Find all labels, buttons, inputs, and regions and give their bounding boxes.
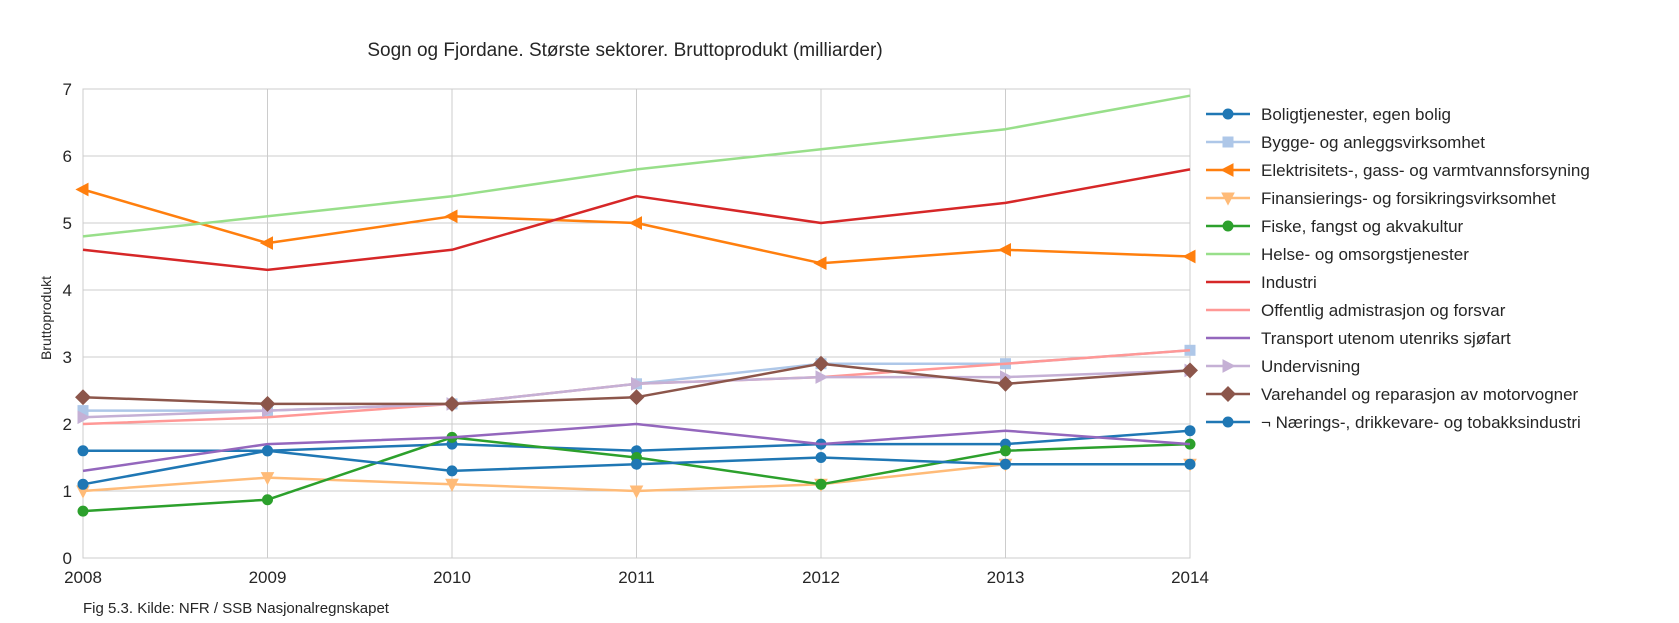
legend-entry: Undervisning [1206, 357, 1360, 376]
data-point [997, 375, 1014, 392]
series-11 [75, 355, 1198, 412]
series-7 [82, 168, 1191, 272]
data-point [262, 445, 273, 457]
plot-frame [82, 88, 1191, 559]
data-point [1222, 136, 1234, 148]
legend-label: Elektrisitets-, gass- og varmtvannsforsy… [1261, 161, 1590, 180]
legend-label: Fiske, fangst og akvakultur [1261, 217, 1464, 236]
data-point [77, 478, 89, 490]
chart-title: Sogn og Fjordane. Største sektorer. Brut… [367, 40, 882, 61]
series-12 [77, 445, 1196, 490]
y-tick-label: 4 [63, 281, 72, 300]
legend-entry: Helse- og omsorgstjenester [1206, 245, 1469, 264]
data-point [629, 485, 644, 499]
data-point [1222, 108, 1234, 120]
legend-entry: ¬ Nærings-, drikkevare- og tobakksindust… [1206, 413, 1581, 432]
y-tick-label: 3 [63, 348, 72, 367]
x-tick-label: 2014 [1171, 568, 1209, 587]
data-point [445, 478, 459, 492]
x-tick-label: 2012 [802, 568, 840, 587]
legend-entry: Boligtjenester, egen bolig [1206, 105, 1451, 124]
x-tick-label: 2009 [249, 568, 287, 587]
series-3 [75, 182, 1196, 271]
data-point [1000, 458, 1011, 470]
data-point [815, 370, 829, 384]
series-5 [77, 431, 1196, 517]
x-tick-label: 2013 [987, 568, 1025, 587]
legend-entry: Finansierings- og forsikringsvirksomhet [1206, 189, 1556, 208]
data-point [77, 505, 89, 517]
legend-label: Industri [1261, 273, 1317, 292]
data-point [631, 376, 645, 391]
legend-entry: Industri [1206, 273, 1317, 292]
data-point [444, 395, 460, 412]
y-tick-label: 6 [63, 147, 72, 166]
legend-entry: Varehandel og reparasjon av motorvogner [1206, 385, 1579, 404]
series-line [82, 422, 1191, 473]
data-point [75, 182, 89, 197]
legend-label: Helse- og omsorgstjenester [1261, 245, 1469, 264]
legend-label: ¬ Nærings-, drikkevare- og tobakksindust… [1261, 413, 1581, 432]
data-point [813, 256, 827, 271]
legend-entry: Elektrisitets-, gass- og varmtvannsforsy… [1206, 161, 1590, 180]
data-point [75, 389, 91, 406]
data-point [259, 236, 273, 250]
legend-entry: Fiske, fangst og akvakultur [1206, 217, 1464, 236]
data-point [1000, 445, 1011, 457]
legend-entry: Transport utenom utenriks sjøfart [1206, 329, 1511, 348]
data-point [628, 216, 642, 230]
series-line [82, 168, 1191, 272]
data-point [1182, 362, 1198, 379]
x-tick-label: 2011 [618, 568, 655, 587]
data-point [1222, 359, 1236, 373]
series-line [82, 94, 1191, 238]
y-axis-label: Bruttoprodukt [38, 276, 54, 360]
y-tick-label: 5 [63, 214, 72, 233]
data-point [77, 410, 91, 425]
data-point [997, 242, 1011, 257]
series-6 [82, 94, 1191, 238]
data-point [262, 494, 273, 506]
data-point [444, 209, 458, 224]
data-point [815, 478, 827, 490]
x-tick-label: 2008 [64, 568, 102, 587]
legend-label: Offentlig admistrasjon og forsvar [1261, 301, 1506, 320]
data-point [446, 465, 458, 477]
series-9 [82, 422, 1191, 473]
legend-entry: Bygge- og anleggsvirksomhet [1206, 133, 1485, 152]
y-tick-label: 2 [63, 415, 72, 434]
data-point [77, 445, 89, 457]
data-point [259, 395, 276, 412]
data-point [1222, 220, 1234, 232]
data-point [1220, 163, 1234, 177]
figure-caption: Fig 5.3. Kilde: NFR / SSB Nasjonalregnsk… [83, 600, 390, 617]
legend-label: Finansierings- og forsikringsvirksomhet [1261, 189, 1556, 208]
data-point [631, 458, 642, 470]
legend-entry: Offentlig admistrasjon og forsvar [1206, 301, 1506, 320]
data-point [813, 355, 829, 372]
legend-label: Boligtjenester, egen bolig [1261, 105, 1451, 124]
y-tick-label: 1 [63, 482, 72, 501]
y-tick-label: 0 [63, 549, 72, 568]
legend: Boligtjenester, egen bolig Bygge- og anle… [1206, 105, 1590, 432]
data-point [628, 389, 645, 406]
data-point [1182, 249, 1196, 264]
data-point [1220, 386, 1236, 402]
legend-label: Undervisning [1261, 357, 1360, 376]
data-point [1184, 425, 1196, 437]
legend-label: Transport utenom utenriks sjøfart [1261, 329, 1511, 348]
data-point [1184, 458, 1196, 470]
data-point [815, 452, 827, 463]
legend-label: Bygge- og anleggsvirksomhet [1261, 133, 1485, 152]
data-point [1221, 192, 1235, 206]
legend-label: Varehandel og reparasjon av motorvogner [1261, 385, 1579, 404]
plot-area: 2008 2009 2010 2011 2012 2013 2014 0 1 2 3 4 5 6 7 [63, 80, 1209, 587]
x-tick-label: 2010 [433, 568, 471, 587]
data-point [260, 472, 275, 486]
y-tick-label: 7 [63, 80, 72, 99]
data-point [1222, 416, 1234, 428]
